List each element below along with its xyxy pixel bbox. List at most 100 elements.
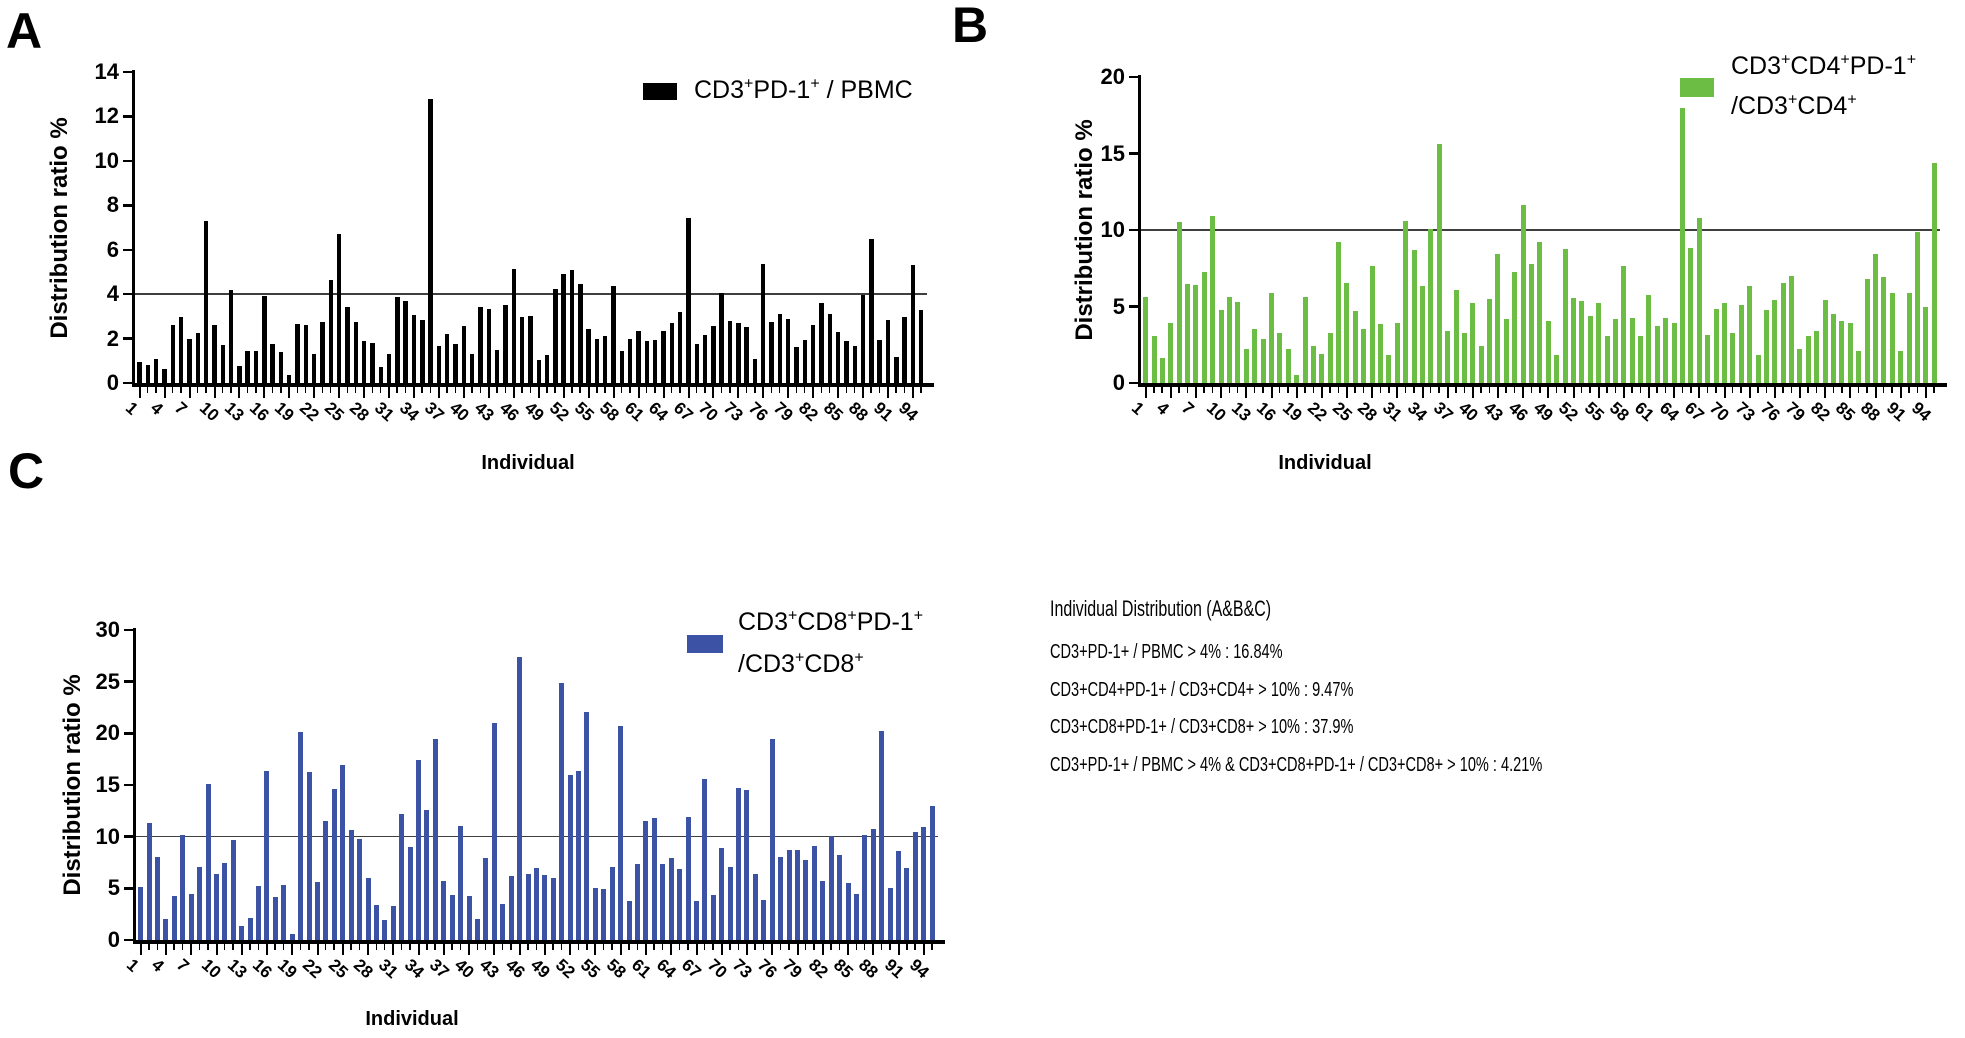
x-tick [543, 943, 546, 955]
x-tick [442, 943, 445, 955]
y-tick [123, 381, 132, 385]
bar [1688, 248, 1694, 383]
x-tick [687, 386, 690, 398]
bar [390, 905, 396, 940]
x-tick [537, 386, 540, 398]
y-tick [124, 628, 133, 632]
x-tick-label: 4 [147, 955, 168, 976]
bar [1671, 323, 1677, 383]
bar [1889, 292, 1895, 383]
x-tick [205, 386, 207, 393]
stats-line-3: CD3+CD8+PD-1+ / CD3+CD8+ > 10% : 37.9% [1050, 715, 1354, 738]
x-tick-label: 70 [703, 955, 731, 983]
x-tick [1144, 386, 1147, 398]
x-tick [1882, 386, 1885, 393]
y-tick-label: 15 [1100, 140, 1125, 166]
bar [1646, 295, 1652, 383]
bar [382, 920, 388, 940]
x-tick [845, 386, 848, 393]
x-tick [897, 943, 900, 955]
bar [1386, 354, 1392, 383]
x-tick [779, 943, 782, 950]
bar [777, 314, 783, 383]
bar [399, 813, 405, 940]
x-tick [720, 943, 723, 955]
x-tick [778, 386, 781, 393]
bar [511, 268, 516, 383]
x-tick-label: 28 [1354, 398, 1381, 426]
bar [1285, 348, 1291, 383]
bar [378, 367, 383, 383]
bar [601, 889, 607, 940]
bar [877, 339, 882, 383]
x-tick [1471, 386, 1474, 398]
reference-line [1141, 229, 1940, 231]
x-tick-label: 61 [620, 398, 648, 426]
x-tick [579, 386, 581, 393]
x-tick [1278, 386, 1281, 393]
x-tick [788, 943, 790, 950]
x-tick [889, 943, 891, 950]
bar [1864, 278, 1870, 383]
x-tick-label: 4 [146, 398, 167, 419]
x-tick-label: 58 [602, 955, 630, 983]
x-tick [837, 386, 840, 398]
bar [794, 850, 800, 940]
reference-line [135, 293, 927, 295]
x-tick [280, 386, 282, 393]
x-tick [594, 943, 597, 955]
bar [424, 809, 430, 940]
bar [628, 338, 633, 383]
bar [403, 300, 408, 383]
x-tick [329, 386, 332, 393]
x-tick [720, 386, 723, 393]
bar [1378, 324, 1384, 383]
x-tick [895, 386, 897, 393]
x-tick-label: 91 [880, 955, 908, 983]
bar [470, 354, 475, 383]
x-tick-label: 79 [779, 955, 807, 983]
bar [432, 738, 438, 940]
x-tick [363, 386, 366, 398]
x-tick [1639, 386, 1642, 393]
x-tick [263, 386, 266, 398]
bar [1487, 298, 1493, 383]
x-tick-label: 76 [745, 398, 772, 426]
bar [1747, 285, 1753, 383]
x-tick [906, 943, 908, 950]
bar [220, 345, 225, 383]
x-tick-label: 64 [645, 398, 673, 426]
bar [1520, 204, 1526, 383]
x-tick [1446, 386, 1449, 398]
stats-line-1: CD3+PD-1+ / PBMC > 4% : 16.84% [1050, 640, 1283, 663]
x-tick [745, 386, 748, 393]
x-tick [1715, 386, 1717, 393]
y-tick-label: 14 [94, 59, 119, 84]
y-tick [1129, 152, 1138, 155]
x-tick [392, 943, 395, 955]
x-tick [587, 386, 590, 398]
y-tick [123, 248, 132, 251]
x-tick [562, 386, 565, 398]
x-tick [510, 943, 512, 950]
x-tick [404, 386, 407, 393]
y-tick-label: 10 [1100, 217, 1125, 242]
x-tick [1312, 386, 1314, 393]
x-tick [554, 386, 556, 393]
bar [458, 826, 464, 940]
x-tick [770, 386, 773, 393]
bar [230, 839, 236, 940]
x-tick-label: 43 [476, 955, 504, 983]
x-tick [1916, 386, 1919, 393]
x-tick-label: 88 [1857, 398, 1885, 426]
x-tick [596, 386, 598, 393]
x-tick [1790, 386, 1793, 393]
x-tick-label: 61 [1630, 398, 1658, 426]
bar [336, 234, 342, 383]
x-tick [737, 386, 740, 398]
bar [929, 805, 935, 940]
x-tick [1253, 386, 1256, 393]
bar [910, 265, 916, 383]
bar [1898, 350, 1904, 383]
bar [1369, 265, 1375, 383]
